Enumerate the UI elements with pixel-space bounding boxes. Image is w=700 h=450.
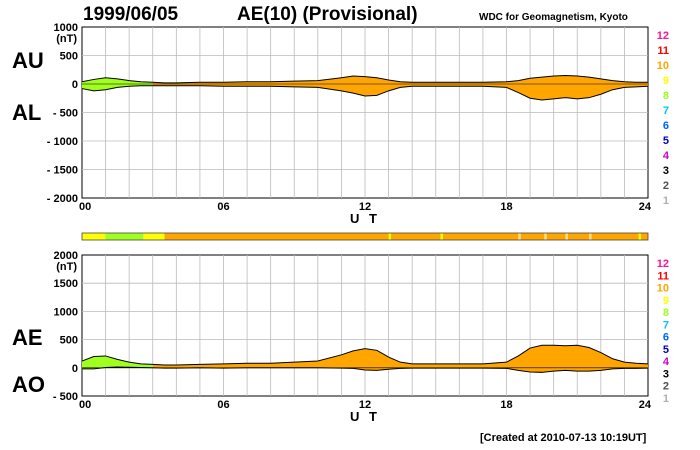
panel0-x-axis-label: U T [350, 211, 380, 226]
panel0-station-legend-item: 1 [663, 195, 669, 207]
panel0-x-tick-label: 24 [639, 201, 652, 213]
station-bar-mark [589, 233, 592, 240]
panel0-station-legend-item: 2 [663, 180, 669, 192]
panel1-station-legend-item: 11 [657, 270, 669, 282]
chart-title: AE(10) (Provisional) [237, 4, 418, 25]
station-bar-mark [388, 233, 392, 240]
panel0-station-legend-item: 12 [657, 30, 669, 42]
station-bar-mark [638, 233, 642, 240]
panel1-station-legend-item: 12 [657, 258, 669, 270]
panel1-station-legend-item: 2 [663, 381, 669, 393]
panel1-station-legend-item: 5 [663, 344, 669, 356]
panel0-y-tick-label: - 500 [53, 108, 78, 120]
panel0-x-tick-label: 00 [79, 201, 91, 213]
panel0-x-tick-label: 06 [217, 201, 229, 213]
panel1-x-tick-label: 06 [217, 399, 229, 411]
panel1-envelope-area [82, 345, 648, 373]
panel0-envelope-area [82, 75, 648, 100]
panel0-station-legend-item: 10 [657, 60, 669, 72]
panel1-y-tick-label: - 500 [53, 391, 78, 403]
panel0-y-tick-label: 0 [72, 79, 78, 91]
station-bar-mark [518, 233, 521, 240]
panel1-station-legend-item: 10 [657, 283, 669, 295]
station-bar-segment [105, 233, 144, 240]
panel1-y-tick-label: 0 [72, 363, 78, 375]
panel0-unit-label: (nT) [56, 33, 77, 45]
panel0-al-series-line [81, 85, 649, 101]
panel0-x-tick-label: 18 [500, 201, 512, 213]
al-label: AL [12, 100, 42, 125]
panel0-station-legend-item: 8 [663, 90, 669, 102]
date-label: 1999/06/05 [83, 4, 179, 25]
panel1-station-legend-item: 8 [663, 307, 669, 319]
station-bar-segment [143, 233, 165, 240]
panel0-y-tick-label: - 2000 [47, 193, 78, 205]
panel1-y-tick-label: 1500 [54, 278, 78, 290]
panel1-ae-series-line [81, 344, 649, 366]
panel1-station-legend-item: 6 [663, 332, 669, 344]
panel1-station-legend-item: 9 [663, 295, 669, 307]
station-bar-mark [440, 233, 443, 240]
panel0-au-series-line [81, 74, 648, 84]
panel0-station-legend-item: 5 [663, 135, 669, 147]
station-bar-mark [565, 233, 568, 240]
panel0-y-tick-label: - 1000 [47, 136, 78, 148]
panel1-unit-label: (nT) [56, 261, 77, 273]
ae-label: AE [12, 325, 43, 350]
panel1-y-tick-label: 1000 [54, 306, 78, 318]
ao-label: AO [12, 372, 45, 397]
panel1-station-legend-item: 4 [663, 356, 670, 368]
panel0-y-tick-label: 500 [60, 51, 78, 63]
organization-label: WDC for Geomagnetism, Kyoto [479, 12, 628, 23]
panel1-station-legend-item: 3 [663, 368, 669, 380]
panel1-x-tick-label: 24 [639, 399, 652, 411]
panel0-x-tick-label: 12 [359, 201, 371, 213]
panel1-x-axis-label: U T [350, 409, 380, 424]
panel0-y-tick-label: 1000 [54, 22, 78, 34]
panel1-station-legend-item: 7 [663, 319, 669, 331]
panel1-x-tick-label: 12 [359, 399, 371, 411]
station-bar-segment [82, 233, 106, 240]
panel1-station-legend-item: 1 [663, 393, 669, 405]
panel1-y-tick-label: 2000 [54, 250, 78, 262]
panel0-station-legend-item: 9 [663, 75, 669, 87]
created-timestamp: [Created at 2010-07-13 10:19UT] [480, 432, 647, 444]
panel1-y-tick-label: 500 [60, 335, 78, 347]
panel0-station-legend-item: 11 [657, 45, 669, 57]
au-label: AU [12, 48, 44, 73]
panel1-early-interval-area [82, 355, 153, 369]
panel0-station-legend-item: 6 [663, 120, 669, 132]
panel0-station-legend-item: 4 [663, 150, 670, 162]
panel1-x-tick-label: 18 [500, 399, 512, 411]
station-bar-segment [164, 233, 648, 240]
panel1-x-tick-label: 00 [79, 399, 91, 411]
panel0-station-legend-item: 7 [663, 105, 669, 117]
panel0-y-tick-label: - 1500 [47, 165, 78, 177]
panel0-station-legend-item: 3 [663, 165, 669, 177]
station-bar-frame [81, 232, 649, 241]
station-bar-mark [544, 233, 547, 240]
